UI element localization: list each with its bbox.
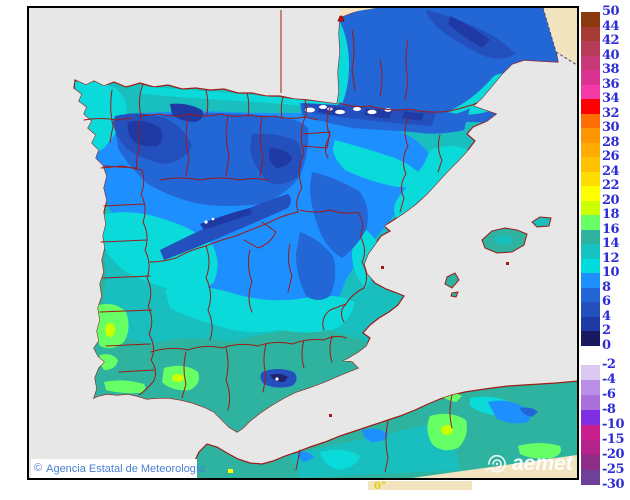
meridian-label: 0° — [374, 481, 386, 492]
mallorca-interior — [494, 235, 512, 245]
copyright-text: Agencia Estatal de Meteorología — [46, 462, 206, 475]
copyright-icon: © — [34, 462, 43, 474]
admin-borders — [83, 29, 478, 473]
aemet-logo: aemet — [484, 450, 576, 478]
africa-shading — [228, 391, 561, 478]
aemet-logo-text: aemet — [512, 452, 573, 475]
copyright-box: © Agencia Estatal de Meteorología — [31, 459, 205, 478]
meridian-tick-marker — [337, 12, 345, 22]
islet-markers — [329, 262, 509, 417]
snow-patches — [204, 105, 392, 381]
aemet-swirl-icon — [485, 454, 506, 473]
outside-data-regions — [340, 7, 578, 490]
map-frame-border — [27, 6, 579, 480]
